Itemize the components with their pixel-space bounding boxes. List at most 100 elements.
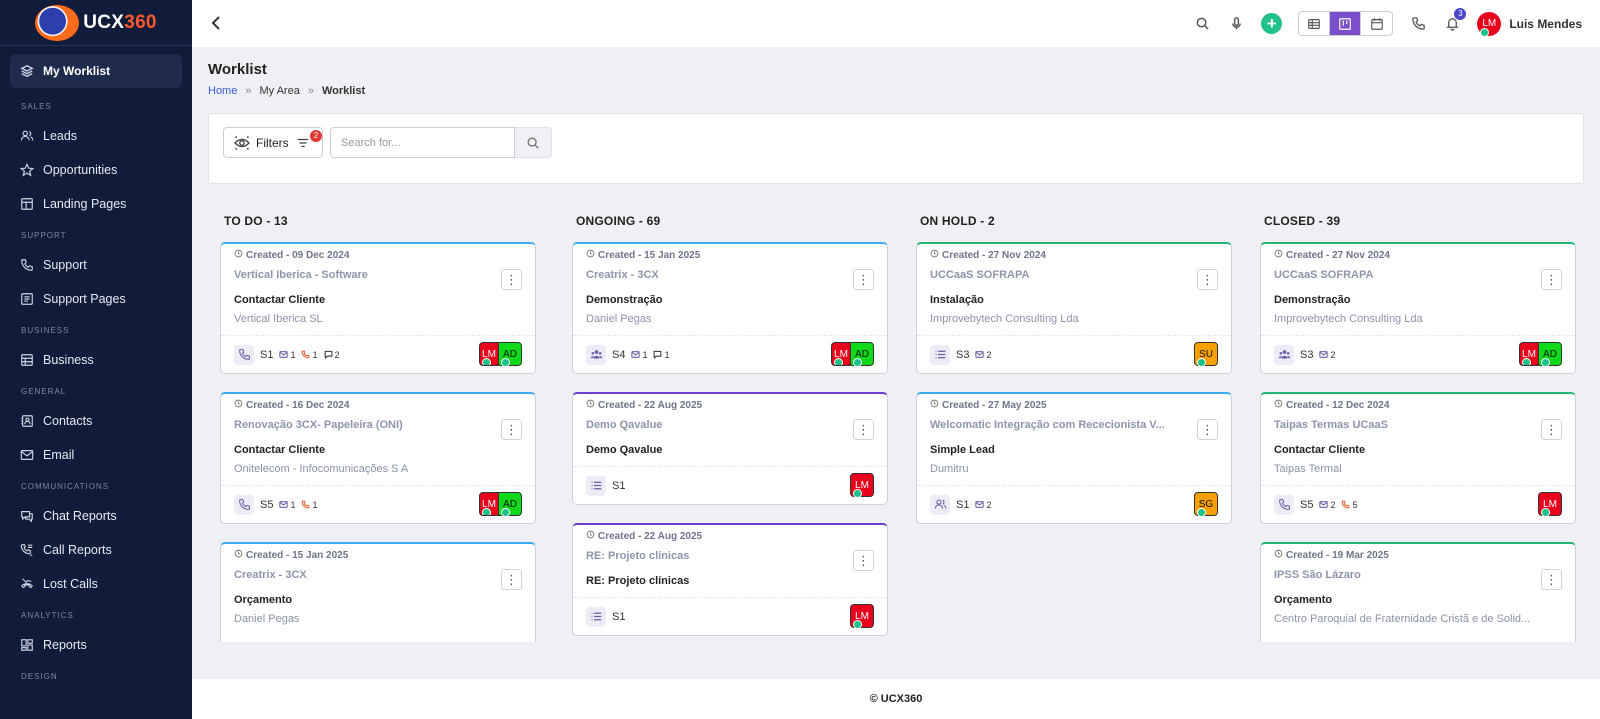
- clock-icon: [586, 249, 598, 261]
- lead-card[interactable]: Created - 22 Aug 2025 Demo Qavalue ⋮ Demo Q…: [572, 392, 888, 505]
- lead-card[interactable]: Created - 22 Aug 2025 RE: Projeto clínica…: [572, 523, 888, 636]
- sidebar-item-label: Call Reports: [43, 543, 112, 557]
- card-subject[interactable]: UCCaaS SOFRAPA: [930, 269, 1030, 281]
- sidebar-item-support-pages[interactable]: Support Pages: [0, 282, 192, 316]
- assignee-avatar[interactable]: LM: [479, 342, 498, 366]
- card-subject[interactable]: Taipas Termas UCaaS: [1274, 419, 1388, 431]
- add-button[interactable]: +: [1261, 13, 1283, 34]
- assignee-avatar[interactable]: AD: [498, 342, 522, 367]
- assignee-avatar[interactable]: LM: [1519, 342, 1538, 366]
- breadcrumb-my-area[interactable]: My Area: [259, 85, 300, 97]
- sidebar-item-label: Email: [43, 448, 75, 462]
- filters-button[interactable]: Filters 2: [223, 127, 323, 158]
- lead-card[interactable]: Created - 16 Dec 2024 Renovação 3CX- Pape…: [220, 392, 536, 524]
- sidebar-item-leads[interactable]: Leads: [0, 119, 192, 153]
- lead-card[interactable]: Created - 15 Jan 2025 Creatrix - 3CX ⋮ Demo…: [572, 242, 888, 374]
- chat-icon: [324, 350, 335, 359]
- created-text: Created - 19 Mar 2025: [1286, 549, 1389, 561]
- lead-card[interactable]: Created - 15 Jan 2025 Creatrix - 3CX ⋮ Orça…: [220, 542, 536, 642]
- avatar-initials: LM: [1522, 348, 1536, 360]
- sidebar-item-lost-calls[interactable]: Lost Calls: [0, 567, 192, 601]
- assignee-avatar[interactable]: AD: [498, 492, 522, 517]
- card-subject[interactable]: IPSS São Lázaro: [1274, 569, 1361, 581]
- sidebar-item-label: Contacts: [43, 414, 93, 428]
- sidebar-item-chat-reports[interactable]: Chat Reports: [0, 499, 192, 533]
- search-icon: [527, 136, 539, 149]
- app-logo[interactable]: UCX360: [0, 0, 192, 46]
- card-menu-button[interactable]: ⋮: [501, 269, 522, 290]
- bell-icon[interactable]: 3: [1442, 7, 1467, 34]
- calendar-view-icon[interactable]: [1361, 12, 1392, 35]
- sidebar: UCX360 My Worklist SALES Leads Opportuniti…: [0, 0, 192, 719]
- sidebar-item-support[interactable]: Support: [0, 248, 192, 282]
- assignee-avatar[interactable]: LM: [850, 604, 874, 629]
- kanban-view-icon[interactable]: [1330, 12, 1362, 35]
- assignee-avatar[interactable]: LM: [850, 473, 874, 498]
- created-text: Created - 27 Nov 2024: [1286, 249, 1390, 261]
- sidebar-item-landing-pages[interactable]: Landing Pages: [0, 187, 192, 221]
- search-input[interactable]: [330, 127, 515, 158]
- assignee-avatar[interactable]: SG: [1194, 492, 1218, 517]
- sidebar-item-business[interactable]: Business: [0, 343, 192, 377]
- card-subject[interactable]: Creatrix - 3CX: [234, 569, 307, 581]
- sidebar-item-label: Opportunities: [43, 163, 118, 177]
- sidebar-item-opportunities[interactable]: Opportunities: [0, 153, 192, 187]
- avatar-initials: LM: [482, 348, 496, 360]
- layers-icon: [20, 64, 34, 78]
- created-text: Created - 09 Dec 2024: [246, 249, 350, 261]
- search-button[interactable]: [515, 127, 552, 158]
- phone-icon[interactable]: [1408, 14, 1428, 34]
- assignee-avatar[interactable]: AD: [850, 342, 874, 367]
- stage-label: S3: [1300, 348, 1314, 361]
- card-subject[interactable]: Renovação 3CX- Papeleira (ONI): [234, 419, 403, 431]
- sidebar-section-label: DESIGN: [21, 672, 58, 681]
- sidebar-item-email[interactable]: Email: [0, 438, 192, 472]
- table-view-icon[interactable]: [1299, 12, 1331, 35]
- card-menu-button[interactable]: ⋮: [1541, 419, 1562, 440]
- assignee-avatar[interactable]: LM: [479, 492, 498, 516]
- lead-card[interactable]: Created - 09 Dec 2024 Vertical Iberica - …: [220, 242, 536, 374]
- card-footer: S3 2 SU: [917, 335, 1231, 373]
- lead-card[interactable]: Created - 19 Mar 2025 IPSS São Lázaro ⋮ Orç…: [1260, 542, 1576, 642]
- assignee-avatar[interactable]: AD: [1538, 342, 1562, 367]
- card-action: Contactar Cliente: [1274, 444, 1366, 456]
- card-menu-button[interactable]: ⋮: [1197, 269, 1218, 290]
- card-subject[interactable]: Creatrix - 3CX: [586, 269, 659, 281]
- avatar-initials: AD: [503, 498, 517, 510]
- card-menu-button[interactable]: ⋮: [501, 419, 522, 440]
- assignee-avatar[interactable]: SU: [1194, 342, 1218, 367]
- metric-value: 1: [664, 349, 670, 360]
- card-menu-button[interactable]: ⋮: [1541, 269, 1562, 290]
- card-menu-button[interactable]: ⋮: [853, 419, 874, 440]
- lead-card[interactable]: Created - 27 Nov 2024 UCCaaS SOFRAPA ⋮ Inst…: [916, 242, 1232, 374]
- sidebar-item-my-worklist[interactable]: My Worklist: [10, 54, 182, 88]
- user-avatar[interactable]: LM: [1477, 11, 1502, 37]
- breadcrumb-home[interactable]: Home: [208, 85, 238, 97]
- kanban-column: ON HOLD - 2 Created - 27 Nov 2024 UCCaaS S…: [912, 206, 1234, 642]
- card-menu-button[interactable]: ⋮: [501, 569, 522, 590]
- microphone-icon[interactable]: [1226, 14, 1246, 34]
- card-menu-button[interactable]: ⋮: [1197, 419, 1218, 440]
- card-menu-button[interactable]: ⋮: [1541, 569, 1562, 590]
- card-subject[interactable]: Welcomatic Integração com Rececionista V…: [930, 419, 1165, 431]
- card-menu-button[interactable]: ⋮: [853, 550, 874, 571]
- assignee-avatar[interactable]: LM: [831, 342, 850, 366]
- top-bar: + 3 LM Luis Mendes: [192, 0, 1600, 47]
- user-name[interactable]: Luis Mendes: [1509, 16, 1582, 31]
- lead-card[interactable]: Created - 27 May 2025 Welcomatic Integraç…: [916, 392, 1232, 524]
- card-subject[interactable]: Vertical Iberica - Software: [234, 269, 368, 281]
- card-subject[interactable]: RE: Projeto clínicas: [586, 550, 690, 562]
- lead-card[interactable]: Created - 27 Nov 2024 UCCaaS SOFRAPA ⋮ Demo…: [1260, 242, 1576, 374]
- card-menu-button[interactable]: ⋮: [853, 269, 874, 290]
- sidebar-item-reports[interactable]: Reports: [0, 628, 192, 662]
- sidebar-item-call-reports[interactable]: Call Reports: [0, 533, 192, 567]
- card-created-date: Created - 22 Aug 2025: [586, 399, 702, 411]
- metric-value: 1: [642, 349, 648, 360]
- lead-card[interactable]: Created - 12 Dec 2024 Taipas Termas UCaaS…: [1260, 392, 1576, 524]
- sidebar-item-contacts[interactable]: Contacts: [0, 404, 192, 438]
- back-button[interactable]: [206, 13, 226, 33]
- search-icon[interactable]: [1192, 14, 1212, 34]
- card-subject[interactable]: UCCaaS SOFRAPA: [1274, 269, 1374, 281]
- card-subject[interactable]: Demo Qavalue: [586, 419, 663, 431]
- assignee-avatar[interactable]: LM: [1538, 492, 1562, 517]
